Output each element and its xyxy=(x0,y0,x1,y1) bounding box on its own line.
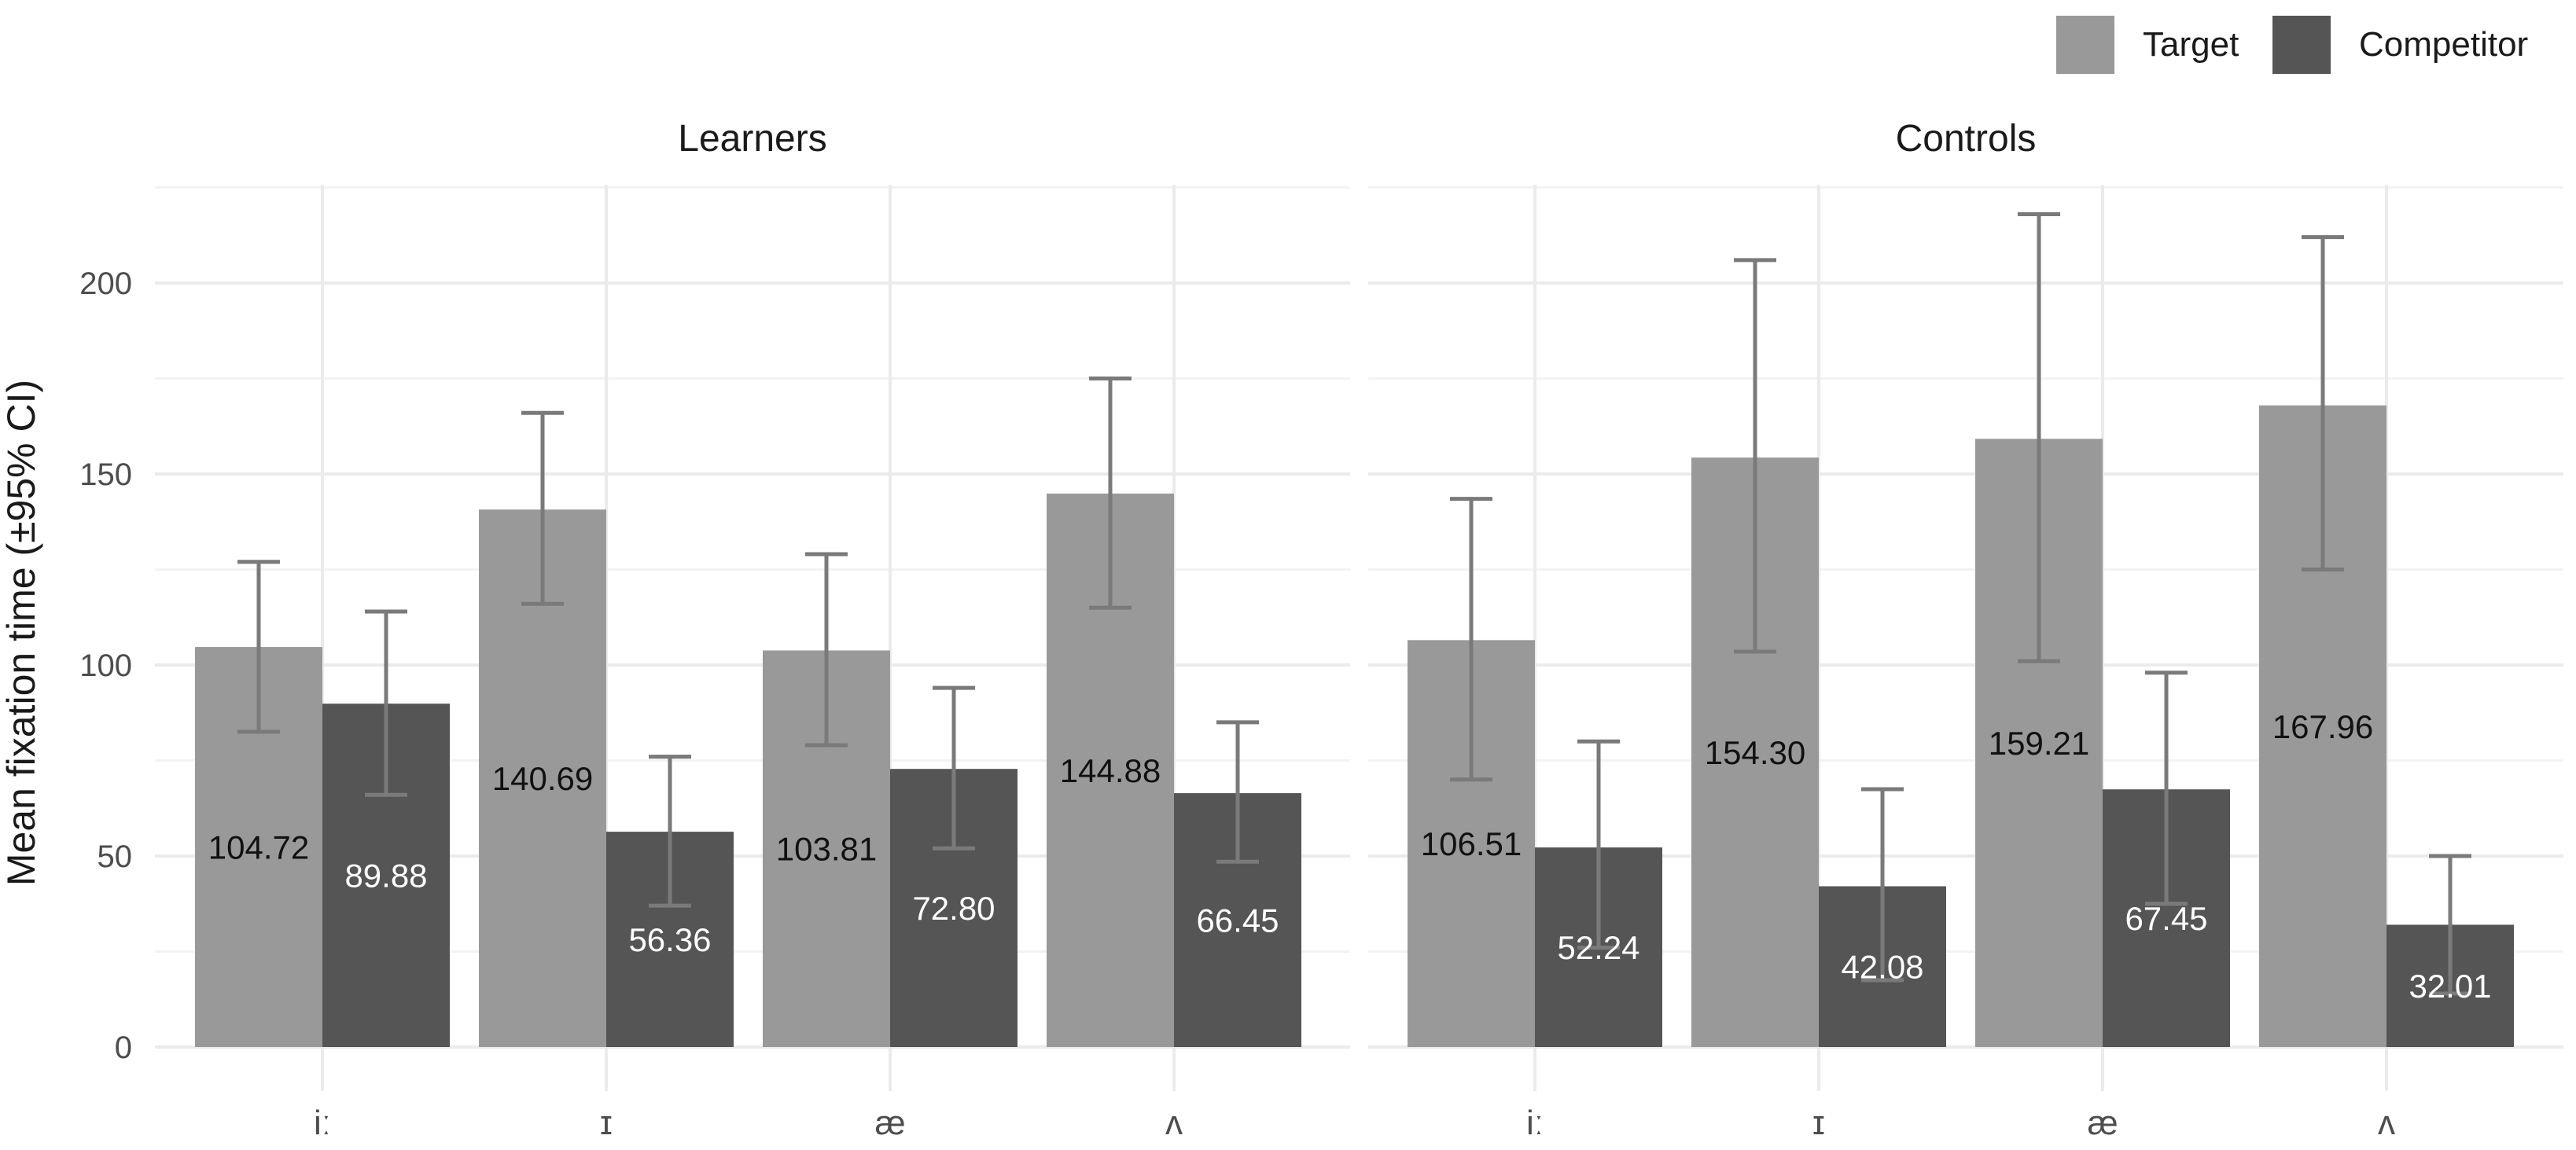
data-label: 67.45 xyxy=(2125,900,2207,937)
error-bar xyxy=(649,755,691,908)
data-label: 89.88 xyxy=(344,858,427,895)
error-bar xyxy=(1577,739,1620,950)
y-tick-label: 200 xyxy=(79,266,132,301)
series-target: 104.72 140.69 103.81 144.88 xyxy=(195,377,1174,1047)
data-label: 154.30 xyxy=(1705,734,1805,771)
legend-swatch-target xyxy=(2056,16,2114,74)
error-bar xyxy=(1089,377,1132,610)
data-label: 72.80 xyxy=(912,890,995,927)
x-tick-label: iː xyxy=(314,1104,331,1142)
x-tick-label: æ xyxy=(2087,1104,2118,1142)
data-label: 144.88 xyxy=(1060,752,1161,789)
x-tick-label: ʌ xyxy=(1165,1104,1183,1142)
error-bar xyxy=(2018,212,2060,663)
data-label: 66.45 xyxy=(1196,902,1279,939)
y-axis-ticks: 0 50 100 150 200 xyxy=(79,266,132,1065)
legend-swatch-competitor xyxy=(2272,16,2331,74)
data-label: 42.08 xyxy=(1841,949,1923,986)
y-tick-label: 50 xyxy=(98,840,133,874)
error-bar xyxy=(237,560,280,734)
error-bar xyxy=(1734,258,1776,654)
error-bar xyxy=(1216,720,1259,864)
data-label: 56.36 xyxy=(628,921,711,958)
facet-title: Learners xyxy=(678,118,826,160)
y-axis-label: Mean fixation time (±95% CI) xyxy=(0,380,43,886)
error-bar xyxy=(2302,235,2344,571)
legend: Target Competitor xyxy=(2056,16,2528,74)
data-label: 104.72 xyxy=(208,829,309,866)
x-tick-label: ɪ xyxy=(600,1104,613,1142)
facet-learners: Learners 104.72 140.69 103.81 144.88 89.88 56.… xyxy=(155,118,1350,1142)
data-label: 52.24 xyxy=(1557,929,1639,966)
series-competitor: 52.24 42.08 67.45 32.01 xyxy=(1535,671,2514,1047)
error-bar xyxy=(365,609,407,797)
data-label: 159.21 xyxy=(1989,725,2089,762)
x-tick-label: æ xyxy=(874,1104,905,1142)
x-tick-label: iː xyxy=(1526,1104,1544,1142)
error-bar xyxy=(1450,497,1492,782)
error-bar xyxy=(2429,854,2471,996)
x-tick-label: ʌ xyxy=(2378,1104,2395,1142)
series-competitor: 89.88 56.36 72.80 66.45 xyxy=(322,609,1301,1047)
y-tick-label: 0 xyxy=(115,1031,132,1065)
error-bar xyxy=(933,685,975,851)
data-label: 32.01 xyxy=(2409,968,2491,1005)
y-tick-label: 150 xyxy=(79,457,132,492)
error-bar xyxy=(805,552,848,748)
y-tick-label: 100 xyxy=(79,648,132,683)
legend-label-target: Target xyxy=(2143,25,2239,64)
data-label: 103.81 xyxy=(776,831,877,868)
facets: Learners 104.72 140.69 103.81 144.88 89.88 56.… xyxy=(155,118,2563,1142)
facet-controls: Controls 106.51 154.30 159.21 167.96 52.24 42.… xyxy=(1368,118,2563,1142)
data-label: 140.69 xyxy=(492,760,593,797)
error-bar xyxy=(521,410,564,606)
data-label: 167.96 xyxy=(2272,708,2373,745)
x-tick-label: ɪ xyxy=(1812,1104,1825,1142)
error-bar xyxy=(1861,787,1904,983)
error-bar xyxy=(2145,671,2188,906)
legend-label-competitor: Competitor xyxy=(2359,25,2528,64)
facet-title: Controls xyxy=(1896,118,2037,160)
series-target: 106.51 154.30 159.21 167.96 xyxy=(1408,212,2386,1047)
data-label: 106.51 xyxy=(1421,825,1522,862)
